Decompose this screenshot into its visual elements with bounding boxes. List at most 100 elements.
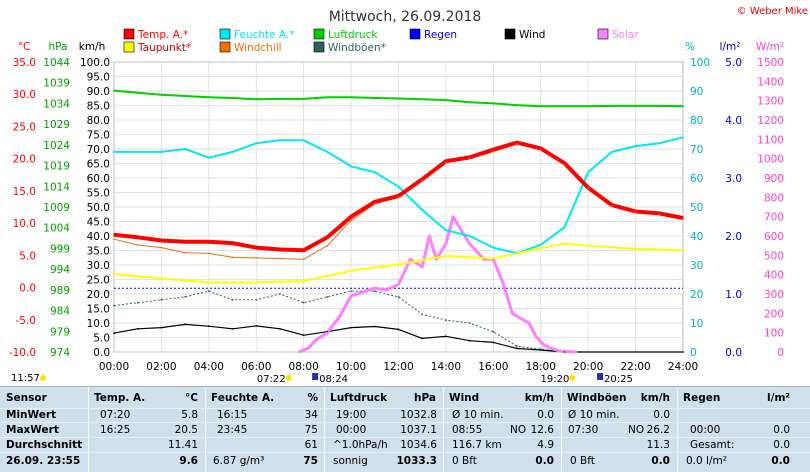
tick-label-pressure: 984 <box>50 306 70 318</box>
data-point <box>563 226 566 229</box>
tick-label-solar: 500 <box>764 250 784 262</box>
data-point <box>610 351 613 353</box>
data-point <box>575 351 578 353</box>
legend-label: Wind <box>519 29 545 41</box>
data-point <box>136 151 139 153</box>
data-point <box>184 323 187 326</box>
tick-label-pressure: 999 <box>50 243 70 255</box>
row-label: MinWert <box>6 409 57 421</box>
data-point <box>397 97 400 100</box>
data-point <box>279 248 281 251</box>
tick-label-solar: 1200 <box>757 115 784 127</box>
data-point <box>326 236 329 239</box>
tick-label-temp: 35.0 <box>13 57 36 69</box>
data-point <box>397 196 400 199</box>
data-point <box>255 98 258 101</box>
data-point <box>350 290 352 292</box>
gust-max-time: 07:30 <box>568 424 599 436</box>
data-point <box>658 142 661 145</box>
tick-label-pressure: 1039 <box>43 78 70 90</box>
x-tick-label: 16:00 <box>478 361 508 373</box>
data-point <box>421 313 424 316</box>
header-sensor: Sensor <box>6 392 47 404</box>
data-point <box>373 290 376 292</box>
data-point <box>255 325 258 327</box>
copyright-label: © Weber Mike <box>737 6 808 17</box>
x-tick-label: 12:00 <box>383 361 413 373</box>
data-point <box>516 141 518 144</box>
data-point <box>207 290 210 292</box>
hum-max-value: 75 <box>304 424 318 436</box>
data-point <box>428 235 431 237</box>
current-time: 11:57 <box>11 373 40 384</box>
tick-label-humidity: 90 <box>690 86 703 98</box>
rain-total-value: 0.0 <box>773 439 790 451</box>
tick-label-temp: 15.0 <box>13 186 36 198</box>
data-point <box>682 217 684 220</box>
legend-swatch <box>313 28 325 40</box>
press-trend: ^1.0hPa/h <box>333 439 388 451</box>
data-point <box>298 351 300 353</box>
data-point <box>113 304 115 307</box>
tick-label-wind: 45.0 <box>87 217 110 229</box>
data-point <box>279 293 281 295</box>
weather-chart: Mittwoch, 26.09.2018 © Weber Mike Temp. A.… <box>9 6 808 385</box>
data-point <box>231 242 234 244</box>
data-point <box>610 151 613 153</box>
header-wind: Wind <box>449 392 480 404</box>
data-point <box>492 150 495 153</box>
tick-label-wind: 10.0 <box>87 318 110 330</box>
data-point <box>160 151 163 153</box>
data-point <box>682 105 684 108</box>
row-label: MaxWert <box>6 424 59 436</box>
tick-label-pressure: 1034 <box>43 98 70 110</box>
data-point <box>326 151 329 153</box>
gust-beaufort: 0 Bft <box>570 455 595 467</box>
legend-label: Solar <box>612 29 639 41</box>
tick-label-pressure: 1044 <box>43 57 70 69</box>
data-point <box>511 312 514 315</box>
press-avg-value: 1034.6 <box>400 439 437 451</box>
tick-label-rain: 4.0 <box>725 115 742 127</box>
data-point <box>279 257 281 260</box>
data-point <box>184 251 187 254</box>
data-point <box>682 136 684 139</box>
weather-forecast: sonnig <box>333 455 368 467</box>
data-point <box>409 258 412 261</box>
data-point <box>113 273 115 275</box>
data-point <box>468 101 471 104</box>
data-point <box>634 211 637 214</box>
data-point <box>397 283 400 286</box>
tick-label-humidity: 100 <box>690 57 710 69</box>
tick-label-solar: 200 <box>764 308 784 320</box>
data-point <box>468 322 471 324</box>
data-point <box>160 246 163 249</box>
moonset-icon <box>312 373 319 380</box>
data-point <box>452 215 454 218</box>
tick-label-temp: -5.0 <box>16 315 37 327</box>
tick-label-temp: 20.0 <box>13 154 36 166</box>
tick-label-wind: 60.0 <box>87 173 110 185</box>
data-point <box>302 249 305 252</box>
temp-max-value: 20.5 <box>174 424 198 436</box>
row-label: Durchschnitt <box>6 439 83 451</box>
tick-label-pressure: 974 <box>50 347 70 359</box>
tick-label-rain: 0.0 <box>725 347 742 359</box>
tick-label-solar: 900 <box>764 173 784 185</box>
data-point <box>184 148 187 150</box>
legend-swatch <box>123 28 135 40</box>
data-point <box>255 298 258 301</box>
sunset-icon <box>569 375 576 381</box>
tick-label-solar: 400 <box>764 270 784 282</box>
data-point <box>445 255 447 257</box>
header-rain-unit: l/m² <box>767 392 790 404</box>
data-point <box>658 351 661 353</box>
data-point <box>136 244 139 246</box>
data-point <box>350 219 352 222</box>
data-point <box>207 252 210 255</box>
x-tick-label: 22:00 <box>620 361 650 373</box>
tick-label-humidity: 20 <box>690 289 703 301</box>
data-point <box>520 318 523 321</box>
hum-max-time: 23:45 <box>217 424 248 436</box>
data-point <box>516 142 518 145</box>
